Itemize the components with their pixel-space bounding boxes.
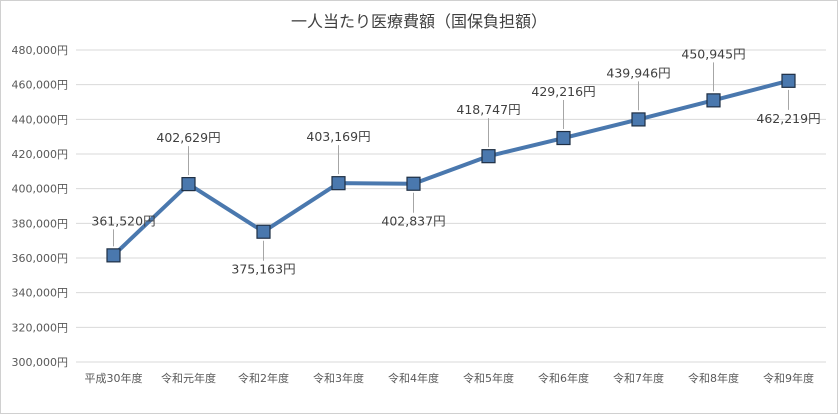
y-tick-label: 480,000円 (12, 44, 69, 57)
x-tick-label: 令和4年度 (388, 371, 439, 385)
y-tick-label: 440,000円 (12, 113, 69, 126)
data-point-marker (706, 93, 721, 108)
data-label: 439,946円 (606, 65, 670, 80)
x-tick-label: 令和5年度 (463, 371, 514, 385)
data-label-leaders (113, 62, 789, 261)
data-labels: 361,520円 402,629円 375,163円 403,169円 402,837円… (91, 46, 820, 276)
data-point-marker (181, 177, 196, 192)
y-tick-label: 320,000円 (12, 321, 69, 334)
y-tick-label: 400,000円 (12, 183, 69, 196)
data-label: 418,747円 (456, 102, 520, 117)
x-axis-ticks: 平成30年度 令和元年度 令和2年度 令和3年度 令和4年度 令和5年度 令和6年度 令和7年… (85, 371, 815, 385)
series-line (111, 78, 791, 258)
chart-title: 一人当たり医療費額（国保負担額） (291, 12, 547, 31)
y-tick-label: 360,000円 (12, 252, 69, 265)
x-tick-label: 令和9年度 (763, 371, 814, 385)
data-point-marker (481, 149, 496, 164)
data-point-marker (331, 176, 346, 191)
data-point-marker (106, 248, 121, 263)
y-axis-ticks: 300,000円 320,000円 340,000円 360,000円 380,000円… (12, 44, 69, 369)
data-point-marker (256, 224, 271, 239)
y-tick-label: 300,000円 (12, 356, 69, 369)
x-tick-label: 令和6年度 (538, 371, 589, 385)
x-tick-label: 令和3年度 (313, 371, 364, 385)
data-label: 402,837円 (381, 214, 445, 229)
data-point-marker (781, 73, 796, 88)
x-tick-label: 令和2年度 (238, 371, 289, 385)
data-markers (106, 73, 796, 263)
data-label: 375,163円 (231, 262, 295, 277)
y-tick-label: 380,000円 (12, 217, 69, 230)
x-tick-label: 令和元年度 (161, 371, 216, 385)
data-label: 429,216円 (531, 84, 595, 99)
x-tick-label: 令和7年度 (613, 371, 664, 385)
data-label: 403,169円 (306, 129, 370, 144)
series-line-group (111, 78, 791, 258)
data-label: 402,629円 (156, 130, 220, 145)
y-tick-label: 340,000円 (12, 287, 69, 300)
data-label: 462,219円 (756, 111, 820, 126)
data-label: 450,945円 (681, 46, 745, 61)
gridlines (76, 49, 826, 363)
data-label: 361,520円 (91, 213, 155, 228)
x-tick-label: 平成30年度 (85, 371, 143, 385)
data-point-marker (556, 130, 571, 146)
y-tick-label: 460,000円 (12, 79, 69, 92)
data-point-marker (631, 112, 646, 127)
y-tick-label: 420,000円 (12, 148, 69, 161)
x-tick-label: 令和8年度 (688, 371, 739, 385)
data-point-marker (406, 176, 421, 191)
